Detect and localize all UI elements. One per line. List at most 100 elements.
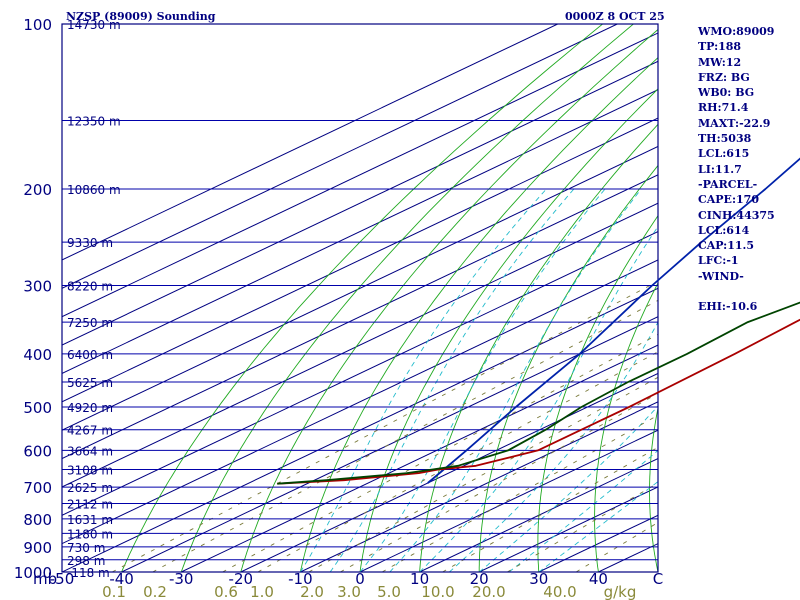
height-label: 5625 m <box>67 376 113 390</box>
dry-adiabat <box>121 24 603 572</box>
height-label: 4267 m <box>67 424 113 438</box>
height-label: -118 m <box>67 566 110 580</box>
sounding-profiles <box>277 157 800 485</box>
height-label: 298 m <box>67 554 105 568</box>
stat-line: MW:12 <box>698 55 742 69</box>
mixing-ratio-label: 10.0 <box>421 583 454 600</box>
height-label: 2625 m <box>67 481 113 495</box>
isotherm-line <box>62 60 658 346</box>
chart-title: NZSP (89009) Sounding <box>66 10 216 23</box>
isotherm-line <box>419 457 658 572</box>
height-label: 9330 m <box>67 236 113 250</box>
height-label: 6400 m <box>67 348 113 362</box>
height-label: 3664 m <box>67 444 113 458</box>
mixing-ratio-label: 2.0 <box>300 583 324 600</box>
dry-adiabat <box>240 28 658 572</box>
pressure-tick-label: 1000 <box>14 564 52 582</box>
mixing-ratio-label: 0.2 <box>143 583 167 600</box>
height-label: 3108 m <box>67 463 113 477</box>
height-label: 730 m <box>67 541 105 555</box>
parcel-trace <box>427 157 800 484</box>
stat-line: LI:11.7 <box>698 162 742 176</box>
height-label: 4920 m <box>67 401 113 415</box>
mixing-ratio-label: 0.6 <box>214 583 238 600</box>
height-label: 2112 m <box>67 498 113 512</box>
isotherm-line <box>62 145 658 431</box>
stat-line <box>698 284 775 299</box>
mixing-ratio-label: 40.0 <box>543 583 576 600</box>
stat-line: TP:188 <box>698 40 742 54</box>
isotherm-line <box>62 117 658 403</box>
temperature-tick-label: -20 <box>229 570 254 588</box>
mixing-ratio-label: 1.0 <box>250 583 274 600</box>
temperature-tick-label: C <box>653 570 663 588</box>
isotherm-line <box>62 174 658 460</box>
grid-clip <box>62 24 658 572</box>
dewpoint-trace <box>277 301 800 485</box>
height-label: 1631 m <box>67 513 113 527</box>
stat-line: LFC:-1 <box>698 254 739 268</box>
temperature-tick-label: -40 <box>109 570 134 588</box>
stat-line: LCL:615 <box>698 147 750 161</box>
temperature-tick-label: 30 <box>529 570 548 588</box>
temperature-tick-label: 10 <box>410 570 429 588</box>
stat-line: TH:5038 <box>698 132 752 146</box>
stat-line: WB0: BG <box>698 86 755 100</box>
moist-adiabat <box>389 188 642 572</box>
moist-adiabat <box>449 321 658 572</box>
temperature-tick-label: -50 <box>50 570 75 588</box>
isotherm-line <box>240 372 658 572</box>
temperature-tick-label: 0 <box>355 570 365 588</box>
moist-adiabat <box>508 449 658 572</box>
mixing-ratio-label: 3.0 <box>337 583 361 600</box>
background-grid <box>61 23 659 573</box>
stat-line: CINH:44375 <box>698 208 775 222</box>
dry-adiabat <box>359 88 658 572</box>
temperature-tick-label: -10 <box>288 570 313 588</box>
mixing-ratio-label: g/kg <box>604 583 637 600</box>
height-label: 8220 m <box>67 279 113 293</box>
isotherm-line <box>62 24 558 261</box>
height-label: 7250 m <box>67 316 113 330</box>
stat-line: MAXT:-22.9 <box>698 116 771 130</box>
pressure-tick-label: 800 <box>23 511 52 529</box>
pressure-tick-label: 200 <box>23 181 52 199</box>
isotherm-line <box>62 259 658 545</box>
stat-line: WMO:89009 <box>698 25 775 38</box>
isotherm-line <box>180 344 658 572</box>
dry-adiabat <box>299 57 658 572</box>
pressure-tick-label: 300 <box>23 277 52 295</box>
temperature-tick-label: -30 <box>169 570 194 588</box>
isotherm-line <box>62 32 658 318</box>
height-label: 12350 m <box>67 114 121 128</box>
isotherm-line <box>62 231 658 516</box>
stat-line: FRZ: BG <box>698 70 750 84</box>
pressure-tick-label: 700 <box>23 479 52 497</box>
mixing-ratio-line <box>575 521 658 572</box>
stat-line: EHI:-10.6 <box>698 300 758 314</box>
stat-line: CAP:11.5 <box>698 239 755 253</box>
height-label: 14730 m <box>67 18 121 32</box>
pressure-tick-label: 100 <box>23 16 52 34</box>
temperature-tick-label: 40 <box>589 570 608 588</box>
mixing-ratio-line <box>222 333 658 572</box>
stat-line: -WIND- <box>698 269 744 283</box>
stat-line: -PARCEL- <box>698 177 758 191</box>
mixing-ratio-label: 20.0 <box>472 583 505 600</box>
mixing-ratio-line <box>507 482 658 572</box>
moist-adiabat <box>419 225 658 572</box>
pressure-tick-label: 600 <box>23 442 52 460</box>
isotherm-line <box>300 401 658 572</box>
pressure-tick-label: 400 <box>23 346 52 364</box>
mixing-ratio-line <box>442 446 658 572</box>
plot-frame <box>61 23 659 573</box>
mixing-ratio-label: 5.0 <box>377 583 401 600</box>
stat-line: CAPE:170 <box>698 193 759 207</box>
isotherm-line <box>62 89 658 374</box>
isotherm-line <box>62 202 658 488</box>
pressure-tick-label: 500 <box>23 399 52 417</box>
stats-panel: WMO:89009 TP:188 MW:12 FRZ: BG WB0: BG RH:71.… <box>698 24 775 315</box>
